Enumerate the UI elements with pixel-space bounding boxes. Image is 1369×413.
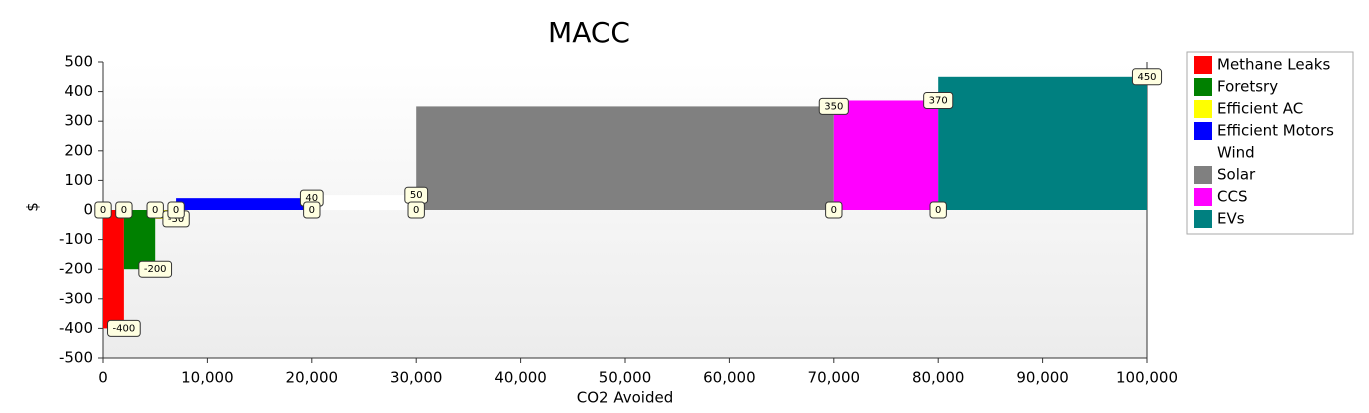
x-axis-label: CO2 Avoided [577,389,673,407]
x-tick-label: 70,000 [808,369,861,387]
data-label: 0 [407,201,425,219]
data-label-box [1131,68,1163,86]
legend-label: Methane Leaks [1217,56,1330,74]
legend-label: CCS [1217,188,1247,206]
data-label: 50 [404,186,429,204]
data-label-box [818,97,849,115]
data-label-text: 0 [152,205,158,216]
data-label-box [94,201,112,219]
bar [938,76,1147,210]
y-tick-label: 300 [64,112,93,130]
data-label-text: -30 [168,214,184,225]
x-tick-label: 100,000 [1116,369,1178,387]
legend-swatch [1194,78,1212,96]
data-label-box [407,201,425,219]
legend-swatch [1194,144,1212,162]
data-label-box [303,201,321,219]
legend-swatch [1194,166,1212,184]
y-tick-label: -500 [59,349,93,367]
data-label: 0 [115,201,133,219]
legend-label: Efficient AC [1217,100,1303,118]
legend-swatch [1194,188,1212,206]
data-label-text: 40 [305,193,318,204]
data-label-box [107,319,141,337]
y-tick-label: -100 [59,230,93,248]
y-axis-label: $ [24,202,42,212]
data-label-text: 0 [309,205,315,216]
data-label-text: 0 [100,205,106,216]
legend-label: Efficient Motors [1217,122,1334,140]
data-label-box [115,201,133,219]
x-tick-label: 50,000 [599,369,652,387]
x-tick-label: 20,000 [286,369,339,387]
data-label-box [167,201,185,219]
legend-swatch [1194,122,1212,140]
data-label-text: 0 [173,205,179,216]
data-label-text: 0 [831,205,837,216]
data-label-box [825,201,843,219]
data-label-box [138,260,173,278]
data-label: -400 [107,319,141,337]
data-label-text: 0 [413,205,419,216]
chart-title: MACC [548,16,630,49]
data-label-text: 450 [1137,72,1156,83]
data-label-box [146,201,164,219]
bar [311,195,417,210]
bar [416,106,834,210]
data-label: 370 [923,91,954,109]
x-tick-label: 30,000 [390,369,443,387]
legend-swatch [1194,100,1212,118]
y-tick-label: 200 [64,141,93,159]
data-label-text: 350 [824,101,843,112]
data-label: 0 [94,201,112,219]
y-tick-label: -200 [59,260,93,278]
y-tick-label: -300 [59,289,93,307]
data-label: 350 [818,97,849,115]
legend [1186,51,1354,235]
bar [123,210,156,270]
x-tick-label: 60,000 [703,369,756,387]
data-label-text: 50 [410,190,423,201]
bar [833,100,939,210]
legend-swatch [1194,56,1212,74]
data-label-text: 370 [929,95,948,106]
data-label: 0 [167,201,185,219]
x-tick-label: 90,000 [1016,369,1069,387]
x-tick-label: 40,000 [494,369,547,387]
x-tick-label: 80,000 [912,369,965,387]
legend-label: EVs [1217,210,1245,228]
bar [176,198,312,210]
legend-swatch [1194,210,1212,228]
data-label-text: 0 [121,205,127,216]
data-label: 0 [146,201,164,219]
legend-label: Foretsry [1217,78,1278,96]
y-tick-label: 100 [64,171,93,189]
data-label-text: -400 [113,323,136,334]
data-label-box [923,91,954,109]
y-tick-label: 0 [83,201,93,219]
data-label-box [929,201,947,219]
legend-label: Wind [1217,144,1255,162]
legend-label: Solar [1217,166,1256,184]
y-tick-label: -400 [59,319,93,337]
y-tick-label: 400 [64,82,93,100]
data-label: 0 [929,201,947,219]
data-label-text: -200 [144,264,167,275]
y-tick-label: 500 [64,53,93,71]
x-tick-label: 10,000 [181,369,234,387]
data-label: -200 [138,260,173,278]
bar [103,210,124,329]
data-label: 0 [303,201,321,219]
data-label-text: 0 [935,205,941,216]
data-label: 450 [1131,68,1163,86]
data-label: 0 [825,201,843,219]
x-tick-label: 0 [98,369,108,387]
